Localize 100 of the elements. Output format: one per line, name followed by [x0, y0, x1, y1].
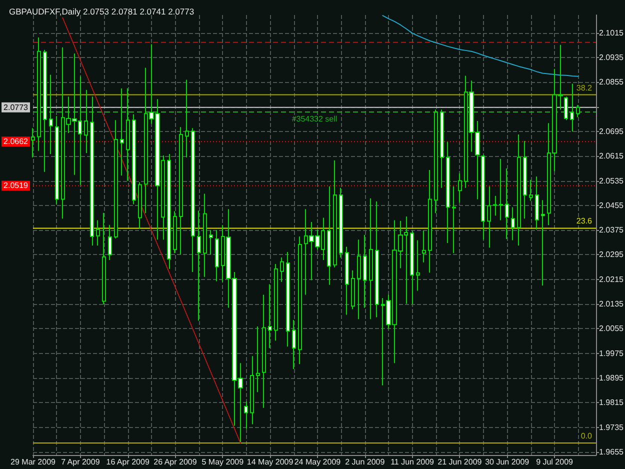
candlestick [333, 160, 337, 268]
candlestick [410, 230, 414, 305]
x-tick-label: 21 Jun 2009 [438, 458, 482, 466]
y-tick-label: 2.0455 [599, 200, 624, 210]
candlestick [102, 212, 106, 305]
annotation: 0.0 [580, 431, 593, 440]
x-tick-label: 16 Apr 2009 [106, 458, 150, 466]
x-tick-label: 11 Jun 2009 [390, 458, 435, 466]
candlestick [529, 179, 533, 202]
candlestick [481, 154, 485, 240]
candlestick [375, 200, 379, 318]
y-tick-label: 1.9975 [599, 348, 624, 358]
y-tick-label: 2.1015 [599, 28, 624, 38]
candlestick [363, 234, 367, 308]
chart-title: GBPAUDFXF,Daily 2.0753 2.0781 2.0741 2.0773 [9, 6, 194, 16]
y-tick-label: 2.0935 [599, 53, 624, 62]
candlestick [541, 200, 545, 286]
x-tick-label: 7 Apr 2009 [61, 458, 100, 466]
candlestick [55, 116, 59, 205]
x-tick-label: 26 Apr 2009 [154, 458, 198, 466]
candlestick [203, 193, 207, 278]
x-tick-label: 29 Mar 2009 [10, 458, 56, 466]
candlestick [517, 134, 521, 246]
y-tick-label: 2.0375 [599, 226, 624, 235]
x-tick-label: 24 May 2009 [294, 458, 342, 466]
candlestick [120, 88, 124, 176]
candlestick [37, 36, 41, 152]
ref-line-label: 2.0662 [4, 137, 29, 146]
y-tick-label: 2.0055 [599, 324, 624, 334]
candlestick [191, 128, 195, 272]
annotation: 23.6 [576, 216, 593, 226]
y-tick-label: 2.0695 [599, 126, 624, 136]
candlestick [535, 176, 539, 230]
candlestick [458, 172, 462, 204]
candlestick [262, 294, 266, 408]
y-tick-label: 2.0135 [599, 300, 624, 309]
candlestick [523, 140, 527, 220]
candlestick [286, 251, 290, 348]
candlestick [339, 187, 343, 258]
x-tick-label: 14 May 2009 [246, 458, 294, 466]
candlestick [96, 220, 100, 246]
candlestick [215, 230, 219, 282]
y-tick-label: 1.9815 [599, 398, 624, 408]
candlestick [576, 104, 580, 118]
candlestick [493, 195, 497, 216]
candlestick [564, 96, 568, 121]
line-series [62, 17, 241, 444]
candlestick [280, 256, 284, 282]
candlestick [327, 186, 331, 286]
candlestick [440, 109, 444, 188]
candlestick [351, 270, 355, 310]
candlestick [434, 109, 438, 214]
candlestick [244, 400, 248, 430]
candlestick [345, 246, 349, 316]
y-tick-label: 1.9895 [599, 373, 624, 382]
candlestick [511, 206, 515, 241]
candlestick [108, 224, 112, 260]
candlestick [422, 230, 426, 263]
candlestick [570, 83, 574, 132]
x-tick-label: 5 May 2009 [202, 458, 244, 466]
candlestick [505, 168, 509, 240]
candlestick [369, 198, 373, 320]
candlestick [298, 236, 302, 365]
candlestick [179, 126, 183, 255]
candlestick [292, 320, 296, 370]
x-tick-label: 2 Jun 2009 [345, 458, 386, 466]
candlestick [173, 210, 177, 254]
ref-line-label: 2.0773 [4, 102, 29, 112]
candlestick [256, 326, 260, 393]
candlestick [49, 74, 53, 154]
candlestick [452, 186, 456, 254]
candlestick [167, 153, 171, 270]
candlestick [126, 88, 130, 182]
candlestick [138, 182, 142, 230]
candlestick [114, 120, 118, 239]
candlestick [197, 210, 201, 322]
annotation: 38.2 [576, 83, 593, 92]
y-tick-label: 1.9735 [599, 422, 624, 432]
candlestick [487, 186, 491, 248]
y-tick-label: 2.0855 [599, 78, 624, 87]
candlestick [416, 240, 420, 292]
ref-line-label: #354332 sell [292, 114, 338, 124]
x-tick-label: 9 Jul 2009 [536, 458, 574, 466]
ref-line-label: 2.0519 [4, 181, 29, 190]
y-tick-label: 2.0535 [599, 176, 624, 186]
y-tick-label: 2.0615 [599, 152, 624, 161]
candlestick [357, 239, 361, 320]
candlestick [274, 263, 278, 342]
x-tick-label: 30 Jun 2009 [485, 458, 530, 466]
candlestick [31, 128, 35, 158]
line-series [382, 15, 579, 77]
candlestick [209, 230, 213, 255]
candlestick [43, 49, 47, 172]
candlestick [428, 169, 432, 274]
y-tick-label: 2.0215 [599, 274, 624, 284]
candlestick [185, 79, 189, 158]
candlestick [446, 141, 450, 244]
candlestick [268, 284, 272, 349]
y-tick-label: 2.0295 [599, 250, 624, 260]
candlestick [84, 89, 88, 154]
